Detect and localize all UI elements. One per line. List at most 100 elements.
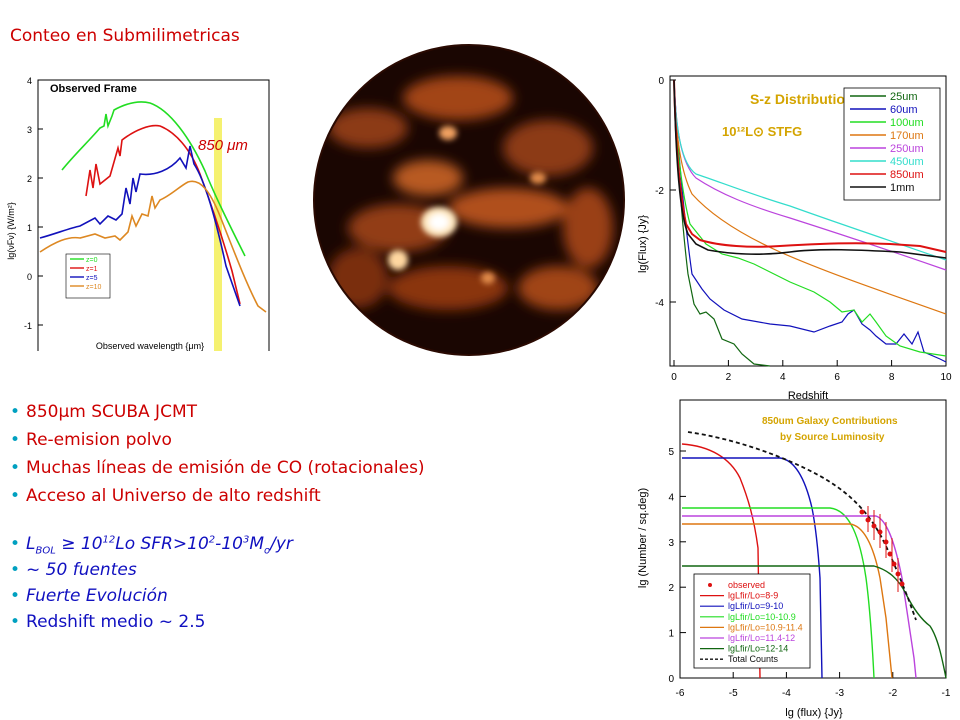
page-title: Conteo en Submilimetricas (10, 26, 240, 46)
sz-x-tick-label: 4 (780, 372, 786, 383)
counts-x-tick-label: -2 (888, 688, 897, 699)
sz-y-tick-label: -2 (655, 186, 664, 197)
bullet-item: • Re-emision polvo (10, 430, 425, 458)
bullet-item: • Acceso al Universo de alto redshift (10, 486, 425, 514)
bullet-dot: • (10, 486, 21, 506)
counts-x-label: lg (flux) {Jy} (785, 707, 843, 719)
counts-total (687, 431, 917, 621)
sz-y-tick-label: -4 (655, 298, 664, 309)
sz-legend-label: 170um (890, 130, 924, 142)
counts-observed-points (859, 506, 905, 592)
sz-450um (673, 79, 947, 261)
sz-subtitle: 10¹²L⊙ STFG (722, 124, 802, 139)
counts-legend-label: lgLfir/Lo=11.4-12 (728, 633, 795, 643)
sed-y-tick-label: -1 (24, 321, 32, 331)
sed-y-tick-label: 4 (27, 76, 32, 86)
bullet-item-lbol: • LBOL ≥ 1012Lo SFR>102-103Mo/yr (10, 534, 293, 557)
counts-legend-label: lgLfir/Lo=10-10.9 (728, 612, 796, 622)
counts-legend-label: lgLfir/Lo=8-9 (728, 591, 778, 601)
counts-legend-label: lgLfir/Lo=10.9-11.4 (728, 622, 803, 632)
sed-y-tick-label: 0 (27, 272, 32, 282)
bullet-dot: • (10, 402, 21, 422)
counts-lum-12-14 (682, 565, 947, 679)
sz-x-tick-label: 6 (834, 372, 840, 383)
sz-x-tick-label: 8 (889, 372, 895, 383)
sz-legend-label: 850um (890, 169, 924, 181)
counts-x-tick-label: -6 (676, 688, 685, 699)
counts-legend-swatch (708, 583, 712, 587)
sed-legend-box (65, 253, 111, 299)
sz-legend-label: 450um (890, 156, 924, 168)
bullet-item-evolucion: • Fuerte Evolución (10, 586, 168, 606)
counts-y-tick-label: 4 (668, 492, 674, 503)
counts-y-tick-label: 5 (668, 447, 674, 458)
bullet-item: • 850μm SCUBA JCMT (10, 402, 425, 430)
counts-lum-10-10.9 (682, 507, 875, 679)
sz-x-ticks: 0 2 4 6 8 10 (671, 360, 952, 383)
sed-legend: z=0 z=1 z=5 z=10 (70, 257, 101, 291)
bullet-dot: • (10, 458, 21, 478)
sz-x-tick-label: 0 (671, 372, 677, 383)
sz-1mm (673, 79, 947, 259)
sz-legend-label: 1mm (890, 182, 914, 194)
counts-y-tick-label: 1 (668, 629, 674, 640)
sed-plot-frame (37, 79, 270, 351)
sed-legend-label: z=5 (86, 275, 98, 282)
counts-legend-label: lgLfir/Lo=9-10 (728, 601, 783, 611)
counts-legend-label: lgLfir/Lo=12-14 (728, 644, 788, 654)
bullet-item-redshift: • Redshift medio ~ 2.5 (10, 612, 206, 632)
sed-y-tick-label: 3 (27, 125, 32, 135)
sed-curve-z0 (61, 101, 246, 257)
counts-y-ticks: 0 1 2 3 4 5 (668, 447, 686, 685)
counts-x-tick-label: -1 (942, 688, 951, 699)
sed-legend-label: z=0 (86, 257, 98, 264)
bullet-item: • Muchas líneas de emisión de CO (rotacio… (10, 458, 425, 486)
sed-x-label: Observed wavelength {μm} (96, 341, 204, 351)
counts-x-tick-label: -5 (729, 688, 738, 699)
counts-x-tick-label: -4 (782, 688, 791, 699)
counts-legend-box (693, 573, 811, 669)
sed-curve-z5 (39, 145, 241, 307)
sz-y-tick-label: 0 (658, 76, 664, 87)
counts-lum-8-9 (681, 443, 761, 679)
sz-legend-label: 60um (890, 104, 918, 116)
sed-y-tick-label: 2 (27, 174, 32, 184)
sed-y-label: lg(νFν) {W/m²} (6, 202, 16, 260)
sz-legend-label: 100um (890, 117, 924, 129)
850um-label: 850 μm (198, 137, 248, 154)
blue-bullet-list: • LBOL ≥ 1012Lo SFR>102-103Mo/yr • ~ 50 fu… (10, 534, 293, 638)
sed-curve-z1 (85, 124, 241, 305)
bullet-text: Acceso al Universo de alto redshift (26, 486, 321, 506)
bullet-text: Re-emision polvo (26, 430, 172, 450)
counts-x-tick-label: -3 (835, 688, 844, 699)
counts-y-tick-label: 2 (668, 583, 674, 594)
sz-x-tick-label: 10 (940, 372, 952, 383)
counts-subtitle: by Source Luminosity (780, 432, 885, 443)
counts-legend-label: observed (728, 580, 765, 590)
sz-legend-label: 250um (890, 143, 924, 155)
counts-y-label: lg (Number / sq.deg) (637, 488, 649, 588)
sz-legend-label: 25um (890, 91, 918, 103)
sz-chart: 0 -2 -4 0 2 4 6 8 10 S-z Distribution 10¹²L⊙ ST… (637, 75, 952, 402)
bullet-text: 850μm SCUBA JCMT (26, 402, 197, 422)
sz-title: S-z Distribution (750, 91, 853, 107)
counts-lum-11.4-12 (682, 515, 917, 679)
scuba-map (313, 44, 625, 356)
sz-x-tick-label: 2 (726, 372, 732, 383)
bullet-dot: • (10, 430, 21, 450)
sz-x-label: Redshift (788, 390, 828, 402)
counts-legend-label: Total Counts (728, 654, 779, 664)
counts-lum-10.9-11.4 (682, 523, 893, 679)
counts-title: 850um Galaxy Contributions (762, 416, 898, 427)
counts-y-tick-label: 3 (668, 538, 674, 549)
sed-y-tick-label: 1 (27, 223, 32, 233)
counts-x-ticks: -6 -5 -4 -3 -2 -1 (676, 672, 951, 699)
bullet-text: Muchas líneas de emisión de CO (rotacion… (26, 458, 425, 478)
sz-170um (673, 79, 947, 315)
map-sources (388, 126, 546, 284)
counts-chart: 0 1 2 3 4 5 -6 -5 -4 -3 -2 -1 850um Galaxy Contrib… (637, 399, 951, 719)
sed-legend-label: z=10 (86, 284, 101, 291)
